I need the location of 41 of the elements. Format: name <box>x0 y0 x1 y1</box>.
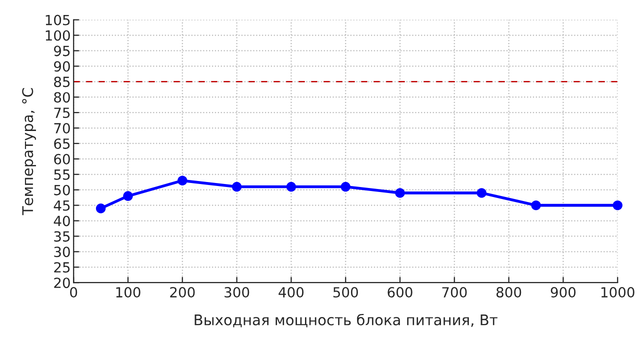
y-axis-title: Температура, °C <box>22 88 36 216</box>
x-tick-label: 1000 <box>601 287 634 298</box>
y-tick-label: 20 <box>54 278 70 288</box>
y-tick-label: 90 <box>54 61 70 72</box>
y-tick-label: 65 <box>54 138 70 149</box>
x-tick-label: 600 <box>388 287 412 298</box>
point <box>476 188 486 198</box>
y-tick-label: 80 <box>54 92 70 103</box>
x-tick-label: 400 <box>278 287 304 298</box>
point <box>531 200 541 210</box>
y-tick-label: 105 <box>46 14 70 26</box>
x-tick-label: 900 <box>550 287 576 298</box>
x-axis-title: Выходная мощность блока питания, Вт <box>194 314 498 328</box>
point <box>178 176 188 186</box>
x-tick-label: 800 <box>496 287 522 298</box>
y-tick-label: 70 <box>54 122 70 134</box>
y-tick-label: 85 <box>54 76 70 88</box>
y-tick-label: 35 <box>54 231 70 242</box>
y-tick-label: 25 <box>54 262 70 273</box>
x-tick-label: 500 <box>333 287 358 298</box>
point <box>340 182 350 192</box>
y-tick-label: 40 <box>54 216 70 226</box>
point <box>123 191 133 201</box>
point <box>286 182 296 192</box>
x-tick-label: 0 <box>70 287 78 298</box>
y-tick-label: 60 <box>54 154 70 164</box>
y-tick-label: 95 <box>54 46 70 56</box>
point <box>395 188 405 198</box>
y-tick-label: 45 <box>54 200 70 211</box>
point <box>612 200 622 210</box>
x-tick-label: 700 <box>442 287 467 298</box>
y-tick-label: 50 <box>54 184 70 196</box>
y-tick-label: 55 <box>54 170 70 180</box>
y-tick-label: 30 <box>54 246 70 258</box>
x-tick-label: 300 <box>224 287 250 298</box>
y-tick-label: 100 <box>46 30 70 41</box>
x-tick-label: 100 <box>116 287 140 298</box>
point <box>96 204 106 214</box>
point <box>232 182 242 192</box>
x-tick-label: 200 <box>170 287 195 298</box>
y-tick-label: 75 <box>54 108 70 118</box>
